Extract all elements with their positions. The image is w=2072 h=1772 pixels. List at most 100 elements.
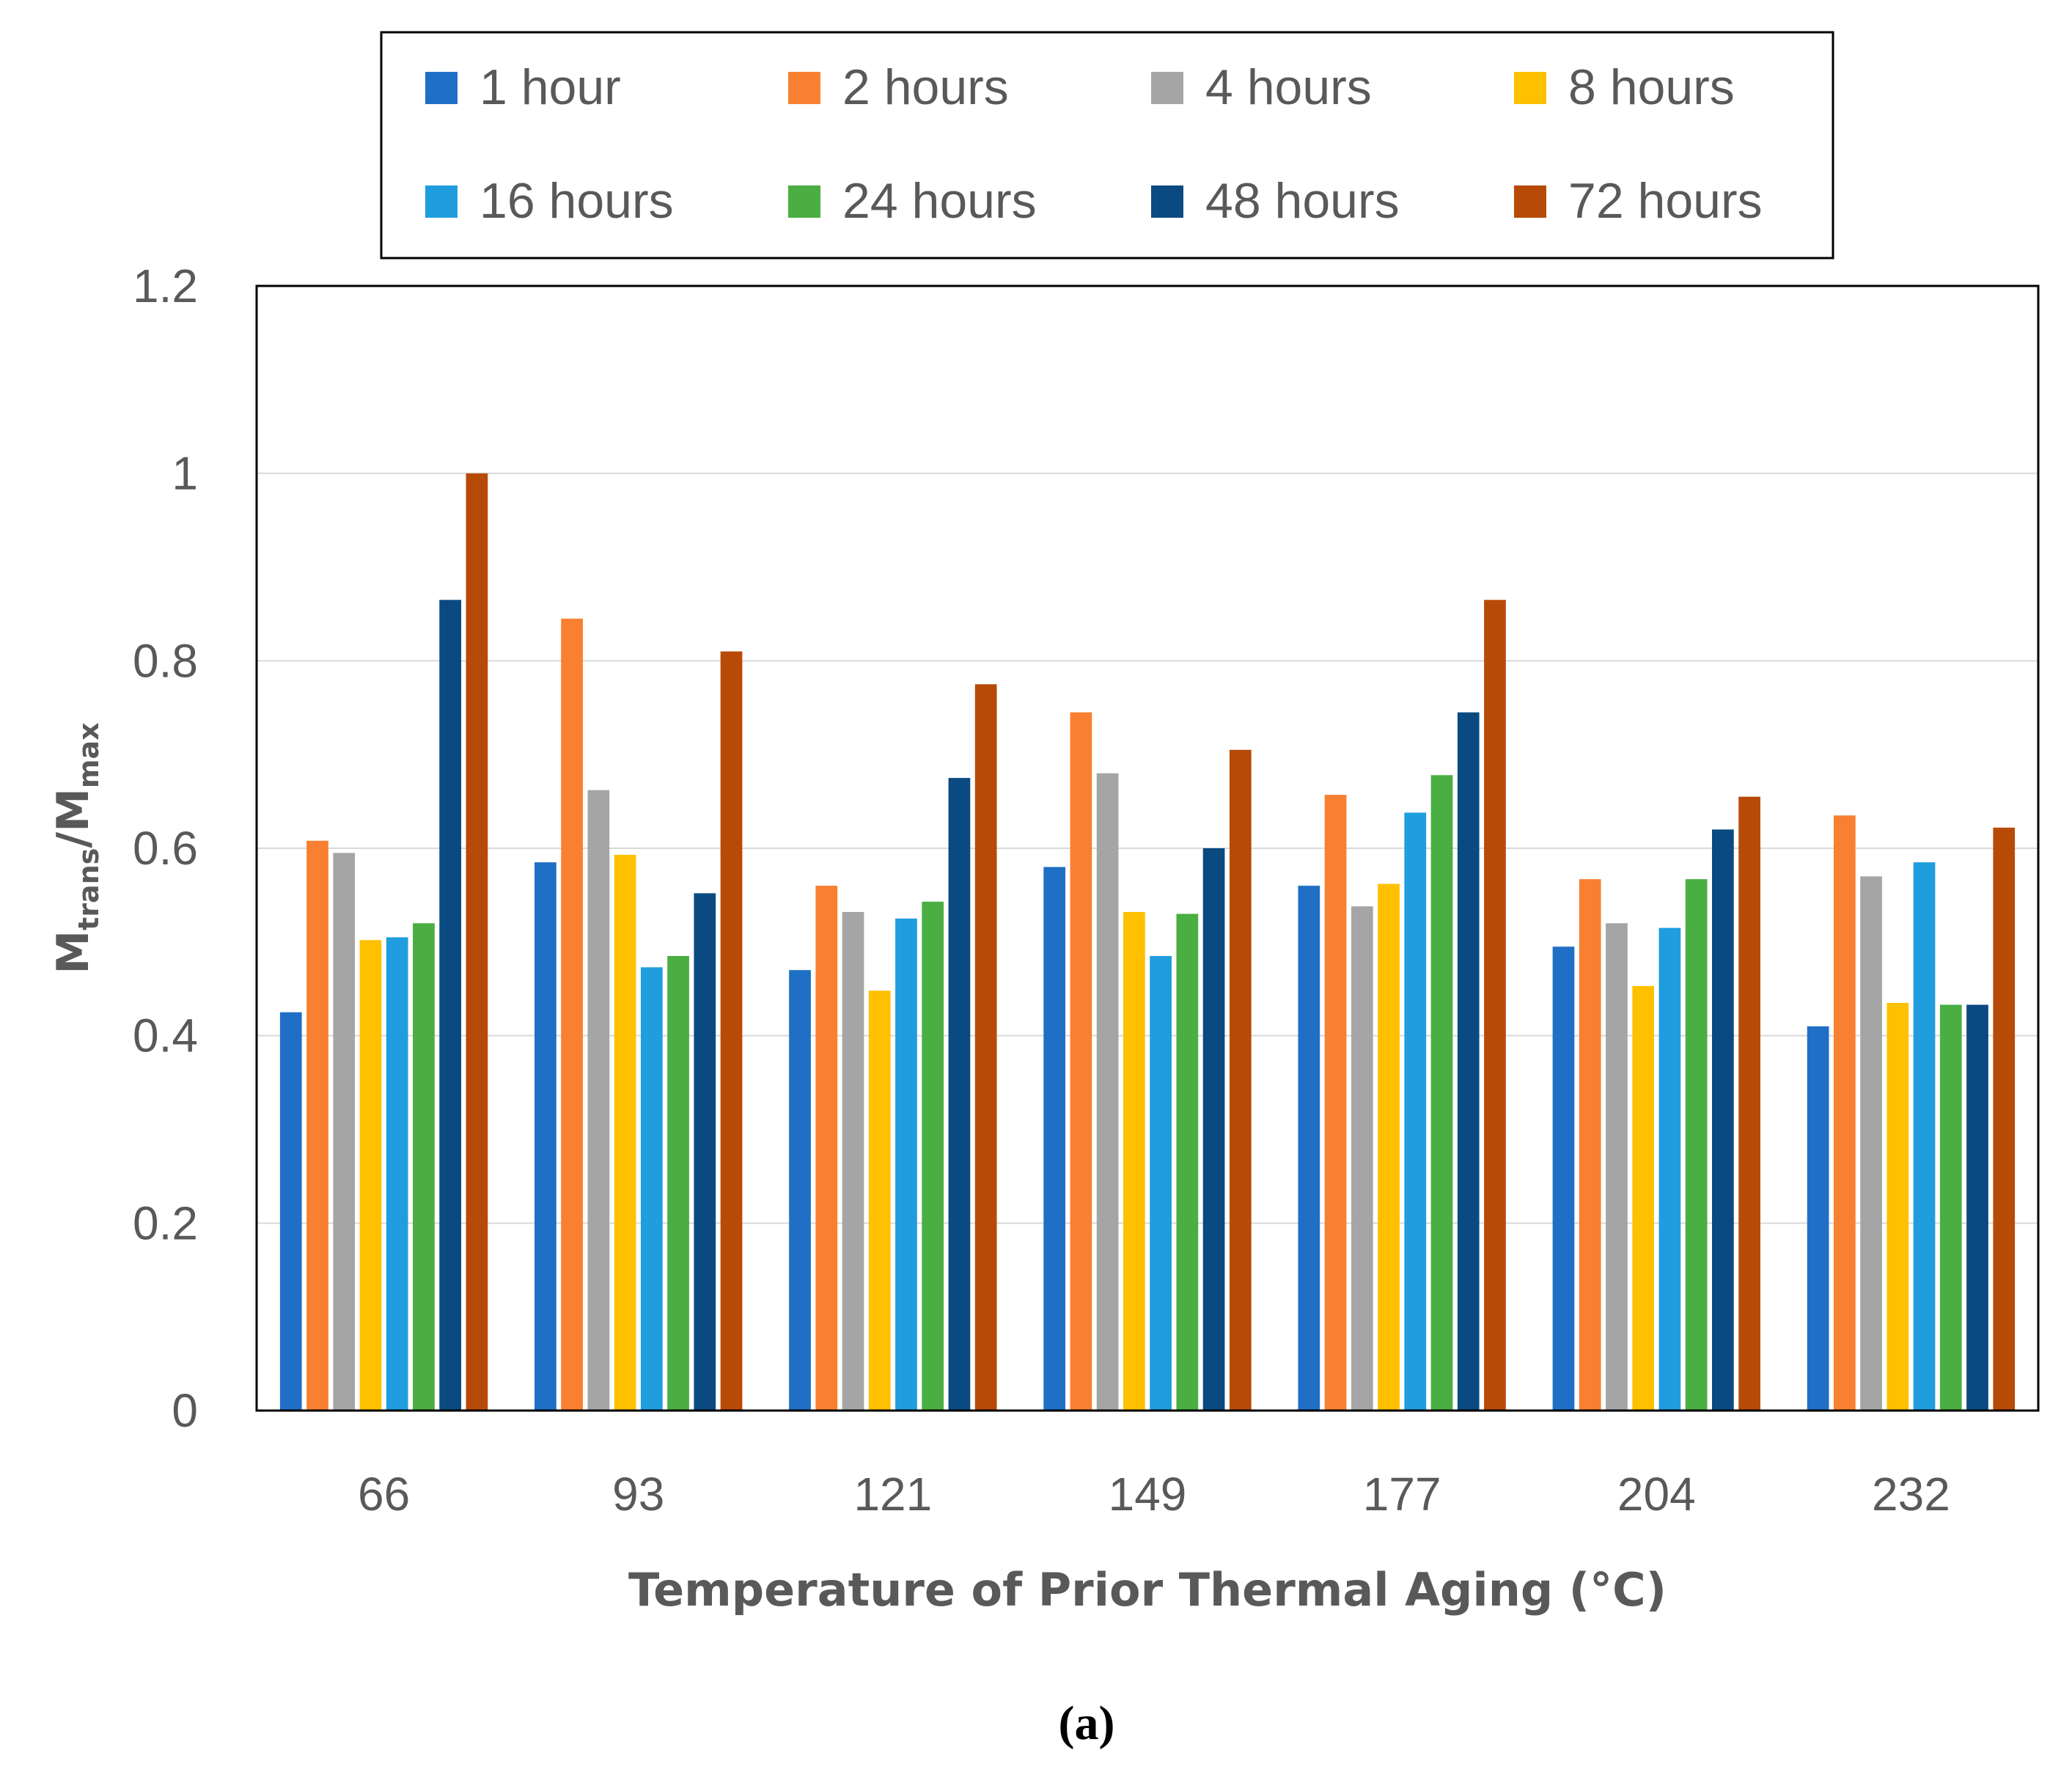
bar-2-hours-93	[561, 618, 583, 1411]
bar-1-hour-121	[789, 970, 811, 1411]
series-16-hours	[386, 812, 1936, 1411]
x-axis-title: Temperature of Prior Thermal Aging (°C)	[628, 1563, 1667, 1617]
y-axis-title-sub2: max	[73, 722, 105, 788]
series-24-hours	[413, 775, 1962, 1411]
legend: 1 hour 2 hours 4 hours 8 hours 16 hours 24 ho…	[425, 59, 1763, 229]
legend-label: 1 hour	[480, 59, 621, 115]
y-tick-label: 0.4	[133, 1010, 198, 1062]
bar-2-hours-232	[1833, 815, 1856, 1411]
gridlines	[257, 472, 2038, 1224]
legend-swatch	[788, 185, 820, 218]
legend-item-72-hours: 72 hours	[1514, 173, 1763, 229]
bar-8-hours-149	[1123, 911, 1145, 1411]
bar-8-hours-66	[359, 940, 382, 1411]
bar-2-hours-177	[1324, 795, 1347, 1411]
bar-72-hours-177	[1484, 600, 1506, 1411]
y-axis-title-sep: /M	[48, 788, 99, 848]
legend-swatch	[1514, 72, 1546, 104]
bar-24-hours-121	[922, 901, 944, 1411]
series-8-hours	[359, 854, 1909, 1411]
legend-item-1-hour: 1 hour	[425, 59, 621, 115]
legend-item-48-hours: 48 hours	[1151, 173, 1400, 229]
legend-swatch	[1151, 72, 1183, 104]
bar-4-hours-204	[1606, 923, 1628, 1411]
bar-48-hours-93	[694, 893, 716, 1411]
series-72-hours	[466, 473, 2016, 1411]
bar-4-hours-232	[1860, 876, 1882, 1411]
bar-2-hours-121	[815, 886, 838, 1411]
bar-4-hours-121	[842, 911, 864, 1411]
bar-4-hours-66	[333, 853, 356, 1411]
bar-4-hours-177	[1351, 906, 1373, 1411]
bar-8-hours-232	[1887, 1002, 1909, 1411]
bar-72-hours-66	[466, 473, 488, 1411]
bar-4-hours-93	[587, 790, 610, 1411]
bar-48-hours-204	[1712, 829, 1734, 1411]
bar-24-hours-204	[1685, 879, 1708, 1411]
legend-swatch	[788, 72, 820, 104]
y-axis-ticks: 0 0.2 0.4 0.6 0.8 1 1.2	[133, 260, 198, 1437]
y-tick-label: 1	[172, 447, 198, 500]
legend-label: 4 hours	[1205, 59, 1372, 115]
bar-16-hours-204	[1658, 927, 1681, 1411]
bar-2-hours-149	[1070, 712, 1092, 1411]
legend-label: 48 hours	[1205, 173, 1400, 229]
bar-16-hours-66	[386, 937, 408, 1411]
series-48-hours	[439, 600, 1988, 1411]
bar-1-hour-232	[1807, 1026, 1829, 1411]
x-tick-label: 93	[612, 1468, 664, 1521]
bar-4-hours-149	[1096, 773, 1119, 1411]
y-axis-title-main: M	[48, 930, 99, 974]
bar-72-hours-149	[1229, 749, 1252, 1411]
bar-1-hour-204	[1552, 946, 1575, 1411]
legend-item-2-hours: 2 hours	[788, 59, 1009, 115]
bar-16-hours-232	[1913, 862, 1936, 1411]
bar-24-hours-66	[413, 923, 435, 1411]
legend-box	[380, 31, 1834, 260]
bar-16-hours-177	[1404, 812, 1427, 1411]
legend-item-8-hours: 8 hours	[1514, 59, 1735, 115]
bar-16-hours-93	[640, 967, 663, 1411]
legend-item-4-hours: 4 hours	[1151, 59, 1372, 115]
series-2-hours	[306, 618, 1856, 1411]
legend-label: 72 hours	[1568, 173, 1763, 229]
legend-label: 24 hours	[842, 173, 1037, 229]
y-tick-label: 0	[172, 1384, 198, 1437]
legend-item-24-hours: 24 hours	[788, 173, 1037, 229]
y-tick-label: 1.2	[133, 260, 198, 312]
bar-24-hours-177	[1430, 775, 1453, 1411]
bar-1-hour-149	[1043, 867, 1066, 1411]
bar-16-hours-149	[1150, 956, 1172, 1411]
x-tick-label: 121	[853, 1468, 932, 1521]
bar-8-hours-93	[614, 854, 636, 1411]
x-tick-label: 149	[1109, 1468, 1187, 1521]
y-tick-label: 0.8	[133, 634, 198, 687]
legend-item-16-hours: 16 hours	[425, 173, 674, 229]
bar-72-hours-204	[1738, 796, 1760, 1411]
bar-72-hours-121	[974, 684, 997, 1411]
bar-48-hours-232	[1966, 1004, 1988, 1411]
y-axis-title: Mtrans/Mmax	[48, 722, 105, 974]
legend-swatch	[425, 185, 458, 218]
bar-24-hours-149	[1176, 913, 1199, 1411]
bar-16-hours-121	[895, 918, 917, 1411]
legend-swatch	[1151, 185, 1183, 218]
y-tick-label: 0.2	[133, 1196, 198, 1249]
x-tick-label: 232	[1872, 1468, 1950, 1521]
series-4-hours	[333, 773, 1882, 1411]
legend-label: 8 hours	[1568, 59, 1735, 115]
bar-48-hours-149	[1202, 848, 1225, 1411]
bar-48-hours-66	[439, 600, 462, 1411]
bar-24-hours-232	[1939, 1004, 1962, 1411]
x-axis-ticks: 66 93 121 149 177 204 232	[358, 1468, 1950, 1521]
bar-8-hours-121	[868, 990, 891, 1411]
legend-label: 16 hours	[480, 173, 674, 229]
bar-1-hour-66	[279, 1012, 302, 1411]
x-tick-label: 204	[1617, 1468, 1696, 1521]
plot-area-frame	[255, 284, 2040, 1412]
y-axis-title-sub1: trans	[73, 848, 105, 930]
bar-48-hours-121	[948, 778, 971, 1411]
figure-caption: (a)	[1059, 1696, 1115, 1750]
bar-2-hours-66	[306, 840, 328, 1411]
